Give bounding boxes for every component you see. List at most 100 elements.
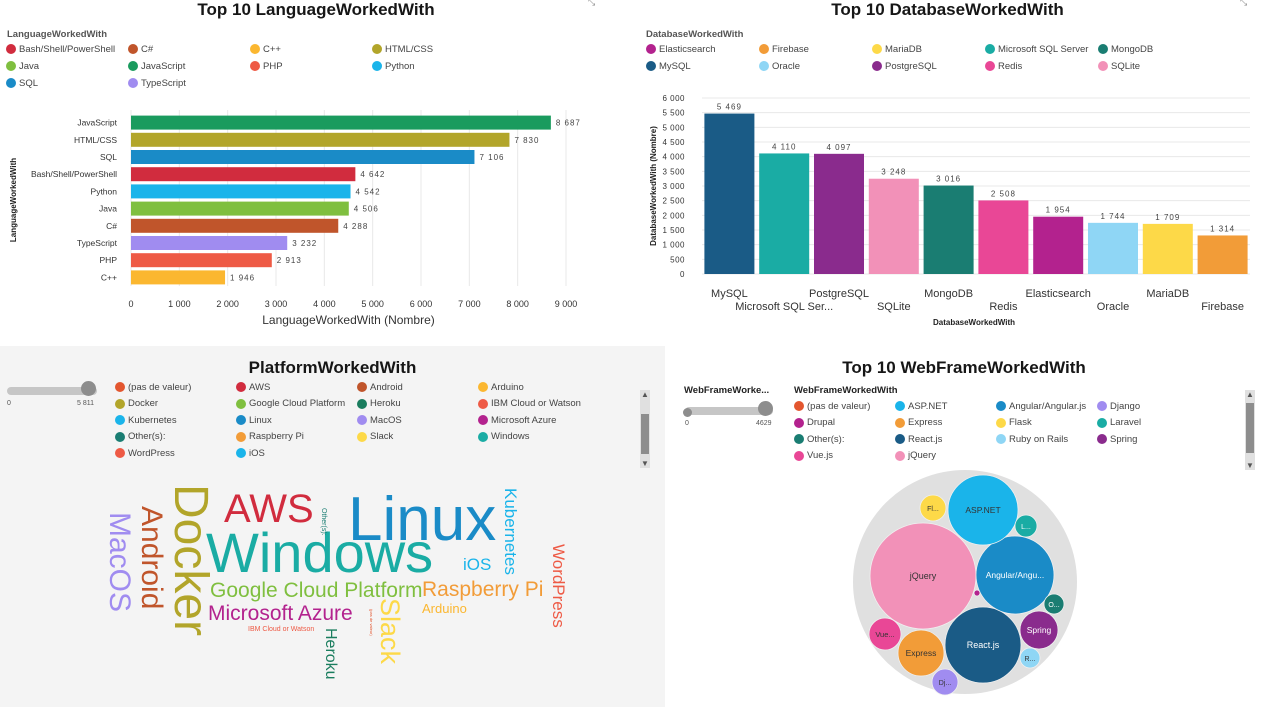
bar (1197, 235, 1248, 274)
legend-item[interactable]: C++ (250, 43, 281, 55)
y-tick-label: 2 500 (662, 197, 685, 206)
legend-item[interactable]: MacOS (357, 414, 402, 426)
data-label: 1 709 (1155, 213, 1180, 222)
legend-label: Laravel (1110, 417, 1142, 428)
legend-item[interactable]: Python (372, 60, 415, 72)
legend-item[interactable]: Other(s): (794, 433, 844, 445)
scroll-thumb[interactable] (1246, 403, 1254, 453)
word-cloud-term[interactable]: Windows (206, 521, 434, 584)
legend-item[interactable]: Oracle (759, 60, 800, 72)
legend-item[interactable]: Firebase (759, 43, 809, 55)
word-cloud-term[interactable]: WordPress (549, 544, 568, 628)
word-cloud-term[interactable]: IBM Cloud or Watson (248, 626, 315, 633)
word-cloud-term[interactable]: Docker (164, 484, 217, 637)
legend-item[interactable]: Django (1097, 400, 1140, 412)
word-cloud-term[interactable]: Google Cloud Platform (210, 579, 423, 602)
word-cloud-term[interactable]: Linux (348, 485, 497, 554)
word-cloud-term[interactable]: MacOS (103, 512, 136, 613)
legend-item[interactable]: PHP (250, 60, 283, 72)
legend-swatch (236, 398, 246, 409)
legend-item[interactable]: Angular/Angular.js (996, 400, 1086, 412)
bar (131, 253, 272, 268)
legend-item[interactable]: Google Cloud Platform (236, 398, 345, 410)
legend-item[interactable]: PostgreSQL (872, 60, 937, 72)
webframe-range-slider[interactable]: 0 4629 (683, 401, 777, 432)
scroll-up-icon[interactable]: ▲ (641, 390, 649, 399)
scroll-thumb[interactable] (641, 414, 649, 454)
legend-item[interactable]: jQuery (895, 450, 936, 462)
slider-max-label: 4629 (756, 420, 772, 427)
slider-track[interactable] (7, 387, 97, 395)
slider-min-thumb[interactable] (683, 408, 692, 417)
x-tick-label: Elasticsearch (1025, 288, 1090, 300)
legend-item[interactable]: Ruby on Rails (996, 433, 1068, 445)
word-cloud-term[interactable]: Android (135, 506, 168, 610)
legend-item[interactable]: HTML/CSS (372, 43, 433, 55)
legend-item[interactable]: AWS (236, 381, 270, 393)
legend-item[interactable]: Other(s): (115, 431, 165, 443)
maximize-icon[interactable]: ⤡ (588, 0, 596, 7)
legend-item[interactable]: Drupal (794, 417, 835, 429)
legend-item[interactable]: Flask (996, 417, 1032, 429)
legend-item[interactable]: Express (895, 417, 942, 429)
legend-item[interactable]: MariaDB (872, 43, 922, 55)
legend-item[interactable]: IBM Cloud or Watson (478, 398, 581, 410)
legend-item[interactable]: Redis (985, 60, 1022, 72)
legend-item[interactable]: SQL (6, 77, 38, 89)
legend-item[interactable]: (pas de valeur) (115, 381, 191, 393)
legend-item[interactable]: TypeScript (128, 77, 186, 89)
legend-item[interactable]: Microsoft Azure (478, 414, 556, 426)
slider-track[interactable] (685, 407, 773, 415)
legend-item[interactable]: React.js (895, 433, 942, 445)
legend-item[interactable]: Elasticsearch (646, 43, 716, 55)
legend-item[interactable]: Docker (115, 398, 158, 410)
legend-item[interactable]: Bash/Shell/PowerShell (6, 43, 115, 55)
legend-item[interactable]: Vue.js (794, 450, 833, 462)
slider-max-thumb[interactable] (758, 401, 773, 416)
legend-label: Heroku (370, 398, 401, 409)
maximize-icon[interactable]: ⤡ (1240, 0, 1248, 7)
platform-range-slider[interactable]: 0 5 811 (7, 381, 99, 412)
slider-thumb[interactable] (81, 381, 96, 396)
scroll-down-icon[interactable]: ▼ (1246, 461, 1254, 470)
word-cloud-term[interactable]: AWS (224, 487, 314, 531)
legend-item[interactable]: Microsoft SQL Server (985, 43, 1088, 55)
legend-item[interactable]: (pas de valeur) (794, 400, 870, 412)
word-cloud-term[interactable]: Other(s): (320, 508, 327, 536)
data-label: 4 542 (356, 187, 381, 196)
word-cloud-term[interactable]: Arduino (422, 601, 467, 616)
legend-item[interactable]: MongoDB (1098, 43, 1153, 55)
legend-item[interactable]: WordPress (115, 447, 175, 459)
legend-item[interactable]: Spring (1097, 433, 1137, 445)
word-cloud-term[interactable]: Slack (375, 598, 405, 665)
legend-item[interactable]: C# (128, 43, 153, 55)
legend-item[interactable]: Raspberry Pi (236, 431, 304, 443)
scroll-up-icon[interactable]: ▲ (1246, 390, 1254, 399)
legend-item[interactable]: Java (6, 60, 39, 72)
legend-item[interactable]: SQLite (1098, 60, 1140, 72)
scroll-down-icon[interactable]: ▼ (641, 459, 649, 468)
legend-swatch (128, 78, 138, 88)
word-cloud-term[interactable]: Heroku (322, 628, 339, 680)
word-cloud-term[interactable]: Kubernetes (501, 488, 520, 575)
bar (923, 185, 974, 274)
legend-item[interactable]: Slack (357, 431, 393, 443)
legend-scrollbar[interactable]: ▲ ▼ (640, 390, 650, 468)
word-cloud-term[interactable]: iOS (463, 555, 492, 574)
legend-item[interactable]: Kubernetes (115, 414, 177, 426)
word-cloud-term[interactable]: (pas de valeur) (369, 609, 374, 636)
legend-item[interactable]: Arduino (478, 381, 524, 393)
legend-item[interactable]: ASP.NET (895, 400, 947, 412)
legend-item[interactable]: MySQL (646, 60, 691, 72)
legend-item[interactable]: Linux (236, 414, 272, 426)
legend-item[interactable]: Laravel (1097, 417, 1141, 429)
word-cloud-term[interactable]: Microsoft Azure (208, 602, 353, 625)
legend-item[interactable]: JavaScript (128, 60, 185, 72)
legend-label: Other(s): (128, 431, 166, 442)
legend-item[interactable]: Windows (478, 431, 530, 443)
legend-item[interactable]: Android (357, 381, 403, 393)
legend-scrollbar[interactable]: ▲ ▼ (1245, 390, 1255, 470)
legend-item[interactable]: iOS (236, 447, 265, 459)
legend-item[interactable]: Heroku (357, 398, 401, 410)
word-cloud-term[interactable]: Raspberry Pi (422, 578, 544, 601)
